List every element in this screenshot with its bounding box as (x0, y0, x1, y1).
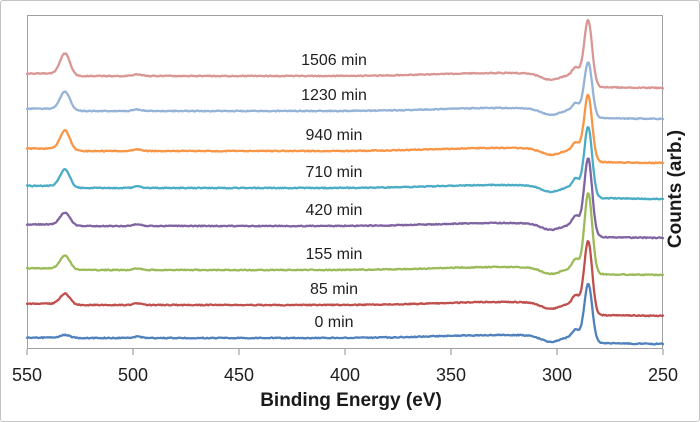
series-label: 710 min (305, 164, 363, 181)
spectrum-trace-710-min (25, 125, 665, 201)
spectrum-trace-85-min (25, 239, 665, 318)
series-label: 155 min (305, 246, 363, 263)
spectrum-trace-940-min (25, 93, 665, 165)
x-axis-title: Binding Energy (eV) (260, 390, 442, 411)
x-tick-label: 450 (223, 365, 255, 385)
x-tick-label: 350 (435, 365, 467, 385)
x-tick-label: 250 (647, 365, 679, 385)
series-label: 1506 min (301, 52, 367, 69)
series-label: 940 min (305, 127, 363, 144)
series-label: 0 min (314, 314, 354, 331)
x-tick-label: 400 (329, 365, 361, 385)
series-label: 420 min (305, 202, 363, 219)
spectrum-trace-1506-min (25, 18, 665, 90)
x-tick-label: 550 (11, 365, 43, 385)
spectrum-trace-420-min (25, 157, 665, 240)
spectrum-trace-155-min (25, 192, 665, 277)
spectrum-trace-0-min (25, 282, 665, 346)
x-tick-label: 300 (541, 365, 573, 385)
series-label: 85 min (309, 281, 359, 298)
y-axis-title: Counts (arb.) (665, 129, 686, 249)
x-tick-label: 500 (117, 365, 149, 385)
plot-area (27, 15, 663, 349)
spectrum-trace-1230-min (25, 61, 665, 121)
series-label: 1230 min (301, 87, 367, 104)
